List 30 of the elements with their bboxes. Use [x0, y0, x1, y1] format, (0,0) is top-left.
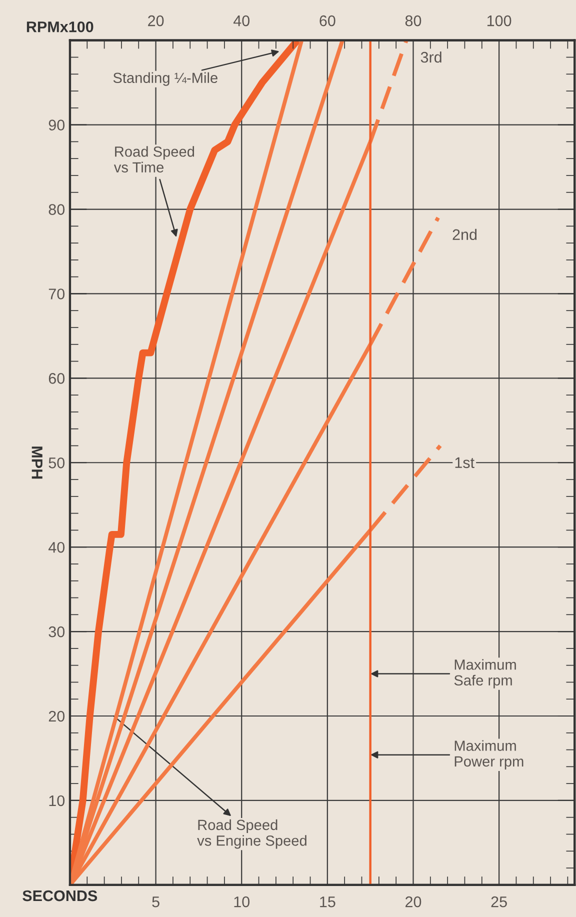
annotation: Maximum Safe rpm: [454, 659, 516, 688]
x-tick-label: 20: [406, 896, 422, 908]
annotation: Road Speed vs Engine Speed: [197, 819, 306, 849]
x2-tick-label: 20: [148, 15, 164, 26]
x2-axis-title: RPMx100: [26, 21, 94, 32]
annotation: Maximum Power rpm: [454, 740, 524, 770]
x2-tick-label: 60: [320, 15, 336, 26]
x2-tick-label: 80: [405, 15, 422, 26]
y-tick-label: 80: [48, 204, 65, 215]
x-tick-label: 25: [491, 896, 507, 908]
x2-tick-label: 40: [233, 15, 250, 26]
y-tick-label: 90: [48, 120, 65, 130]
series-label: 3rd: [420, 51, 442, 63]
annotation: Standing ¼-Mile: [113, 72, 218, 86]
x-tick-label: 10: [234, 896, 250, 908]
series-label: 2nd: [452, 228, 477, 240]
x-axis-title: SECONDS: [22, 890, 98, 902]
y-tick-label: 20: [48, 710, 65, 722]
x-tick-label: 5: [152, 896, 160, 908]
y-axis-title: MPH: [32, 446, 42, 479]
y-tick-label: 30: [48, 626, 65, 638]
y-tick-label: 50: [48, 457, 65, 468]
annotation: Road Speed vs Time: [114, 146, 194, 173]
y-tick-label: 10: [49, 795, 65, 806]
x2-tick-label: 100: [487, 15, 512, 26]
y-tick-label: 70: [48, 288, 65, 300]
x-tick-label: 15: [320, 896, 336, 908]
series-label: 1st: [455, 457, 474, 468]
y-tick-label: 40: [48, 542, 65, 553]
y-tick-label: 60: [48, 373, 65, 384]
